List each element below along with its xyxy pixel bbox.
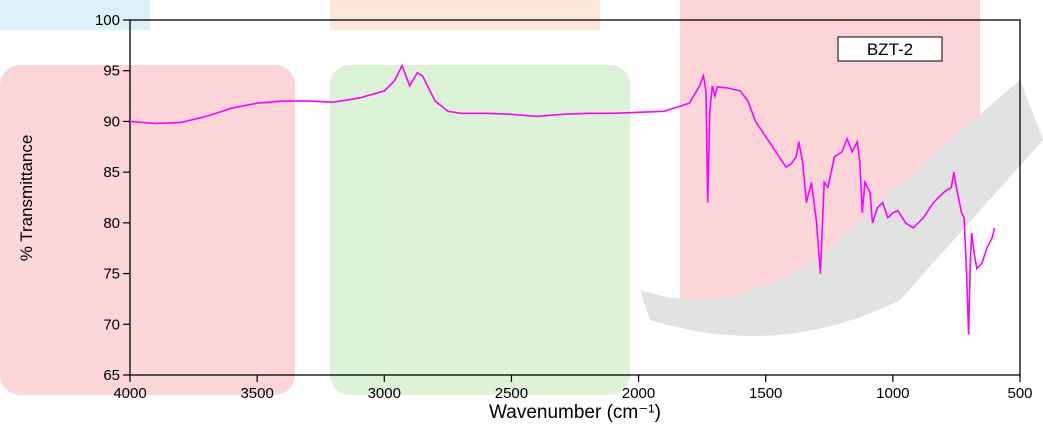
x-tick-label: 3500	[240, 385, 273, 402]
y-tick-label: 80	[103, 215, 120, 232]
y-tick-label: 95	[103, 63, 120, 80]
x-tick-label: 2500	[495, 385, 528, 402]
y-tick-label: 65	[103, 367, 120, 384]
page: {"chart_data": { "type": "line", "x_labe…	[0, 0, 1043, 431]
y-tick-label: 85	[103, 164, 120, 181]
x-tick-label: 500	[1007, 385, 1032, 402]
chart: % Transmittance Wavenumber (cm⁻¹) BZT-2 …	[0, 0, 1043, 431]
legend-label: BZT-2	[867, 40, 913, 59]
watermark-shape	[0, 65, 295, 395]
watermark-shape	[0, 0, 150, 30]
x-axis-label: Wavenumber (cm⁻¹)	[489, 402, 661, 423]
x-tick-label: 2000	[622, 385, 655, 402]
y-tick-label: 75	[103, 266, 120, 283]
y-tick-label: 70	[103, 316, 120, 333]
x-tick-label: 3000	[368, 385, 401, 402]
y-tick-label: 100	[95, 12, 120, 29]
x-tick-label: 1500	[749, 385, 782, 402]
watermark-shape	[330, 0, 600, 30]
watermark-shape	[330, 65, 630, 395]
y-tick-label: 90	[103, 113, 120, 130]
x-tick-label: 4000	[113, 385, 146, 402]
y-axis-label: % Transmittance	[17, 135, 36, 262]
x-tick-label: 1000	[876, 385, 909, 402]
